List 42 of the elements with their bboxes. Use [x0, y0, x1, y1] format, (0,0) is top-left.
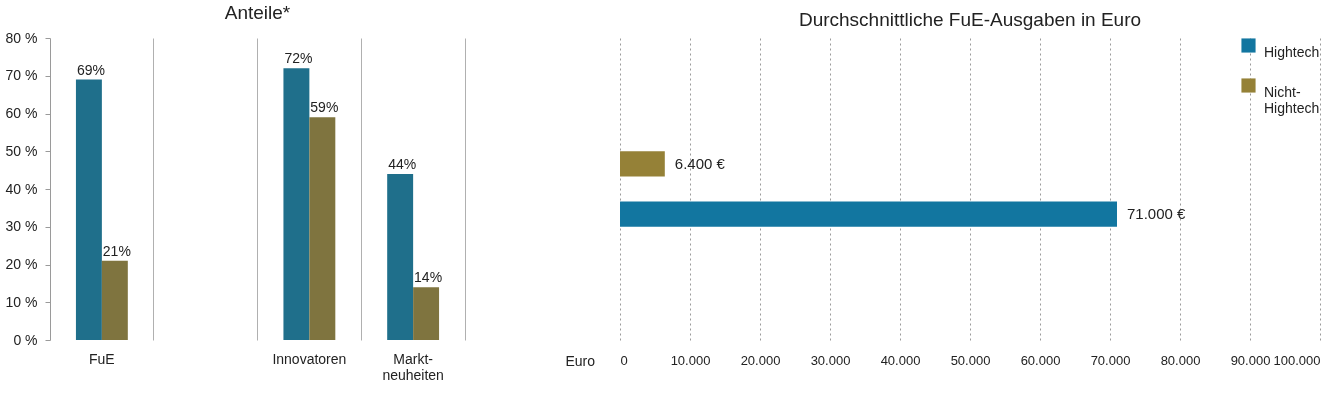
x-tick-label: 30.000 [810, 352, 851, 368]
x-tick-label: FuE [89, 350, 115, 367]
x-tick-label: 0 [620, 352, 628, 368]
y-tick-label: 0 % [13, 331, 38, 348]
data-label: 14% [414, 269, 443, 286]
chart-title: Durchschnittliche FuE-Ausgaben in Euro [798, 9, 1142, 30]
y-tick-label: 20 % [5, 256, 38, 272]
legend-label: Nicht- Hightech [1264, 83, 1320, 116]
y-tick-label: 40 % [5, 180, 38, 197]
y-tick-label: 50 % [5, 142, 38, 159]
x-tick-label: 70.000 [1090, 352, 1131, 368]
y-tick-label: 70 % [5, 67, 38, 84]
bar [387, 173, 414, 340]
chart-title: Anteile* [224, 2, 291, 23]
x-tick-label: 20.000 [740, 352, 781, 368]
data-label: 44% [388, 155, 417, 172]
x-tick-label: 60.000 [1020, 352, 1061, 368]
y-tick-label: 10 % [5, 293, 38, 310]
y-tick-label: 80 % [5, 29, 38, 46]
y-tick-label: 30 % [5, 218, 38, 235]
data-label: 72% [284, 50, 313, 67]
bar [101, 260, 128, 340]
x-tick-label: 10.000 [670, 352, 711, 368]
bar [309, 117, 336, 340]
x-tick-label: Innovatoren [272, 350, 347, 367]
data-label: 21% [102, 242, 131, 259]
x-tick-label: 90.000 [1230, 352, 1271, 368]
x-tick-label: 100.000 [1273, 352, 1321, 368]
data-label: 6.400 € [674, 154, 726, 172]
x-tick-label: Markt- neuheiten [382, 350, 444, 383]
data-label: 71.000 € [1127, 205, 1187, 223]
x-tick-label: 40.000 [880, 352, 921, 368]
legend-label: Hightech [1264, 43, 1320, 60]
x-axis-title: Euro [565, 352, 596, 369]
bar [413, 287, 440, 340]
y-tick-label: 60 % [5, 105, 38, 121]
bar [283, 68, 310, 340]
x-tick-label: 50.000 [950, 352, 991, 368]
bar [75, 79, 102, 340]
data-label: 69% [76, 61, 105, 78]
x-tick-label: 80.000 [1160, 352, 1201, 368]
data-label: 59% [310, 99, 339, 116]
